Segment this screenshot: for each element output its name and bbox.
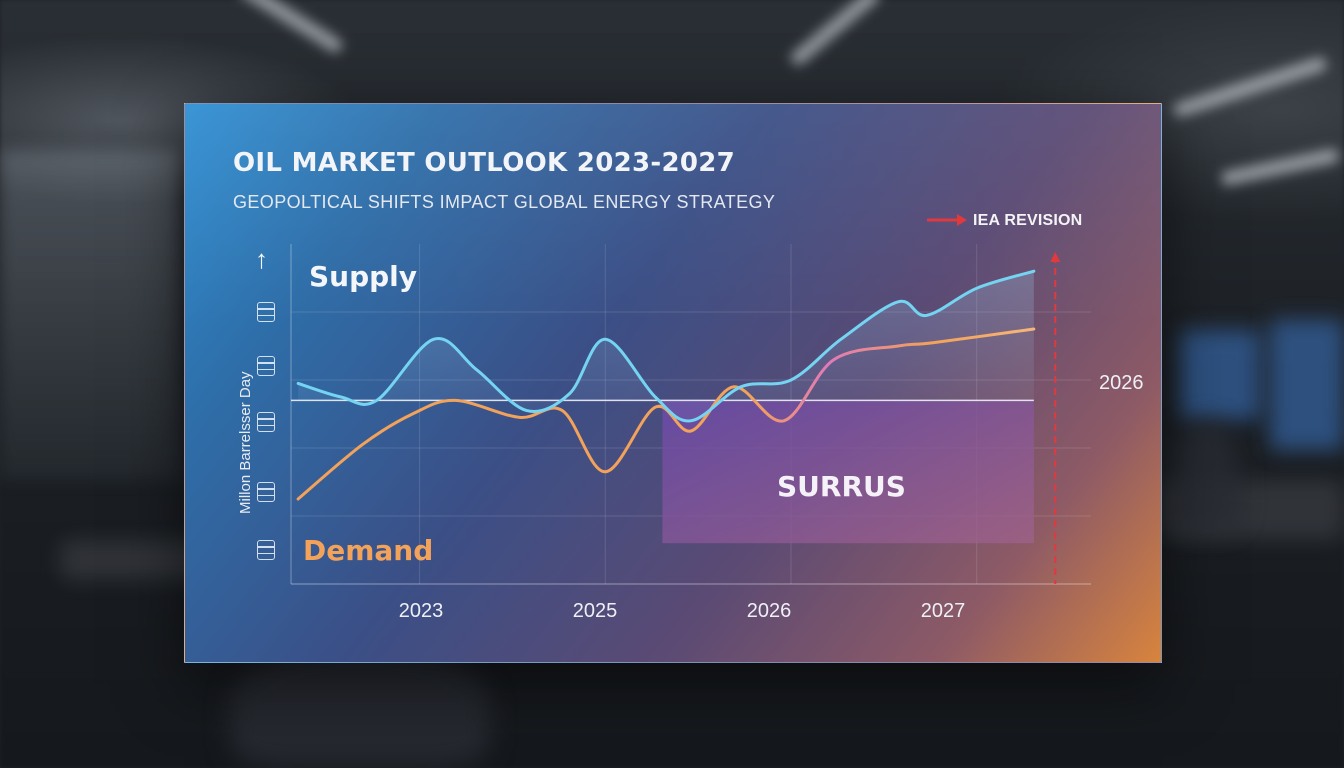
x-tick-label: 2026	[746, 600, 792, 622]
plot-area	[290, 244, 1091, 585]
supply-fill-area	[298, 271, 1034, 421]
surplus-region	[662, 400, 1034, 544]
revision-marker-arrow	[1050, 252, 1061, 262]
office-monitor	[1180, 330, 1260, 420]
chart-subtitle: GEOPOLTICAL SHIFTS IMPACT GLOBAL ENERGY …	[233, 192, 776, 212]
chart-panel: OIL MARKET OUTLOOK 2023-2027 GEOPOLTICAL…	[184, 103, 1162, 663]
demand-line	[296, 327, 1036, 501]
chart-title: OIL MARKET OUTLOOK 2023-2027	[233, 148, 736, 178]
demand-series-label: Demand	[303, 534, 434, 567]
x-tick-label: 2027	[920, 600, 966, 622]
barrel-icon	[257, 356, 275, 376]
barrel-icon	[257, 482, 275, 502]
supply-series-label: Supply	[309, 260, 418, 293]
surplus-annotation: SURRUS	[777, 470, 906, 503]
office-monitor	[1270, 320, 1344, 450]
barrel-icon	[257, 302, 275, 322]
office-window	[0, 150, 180, 480]
revision-year-label: 2026	[1099, 372, 1144, 394]
barrel-icon	[257, 540, 275, 560]
x-tick-label: 2025	[572, 600, 618, 622]
barrel-icon	[257, 412, 275, 432]
x-tick-label: 2023	[398, 600, 444, 622]
iea-revision-legend: IEA REVISION	[973, 212, 1083, 229]
supply-line	[296, 269, 1036, 423]
office-person	[1170, 420, 1240, 530]
red-arrow-icon	[927, 214, 967, 226]
up-arrow-icon: ↑	[255, 244, 268, 274]
